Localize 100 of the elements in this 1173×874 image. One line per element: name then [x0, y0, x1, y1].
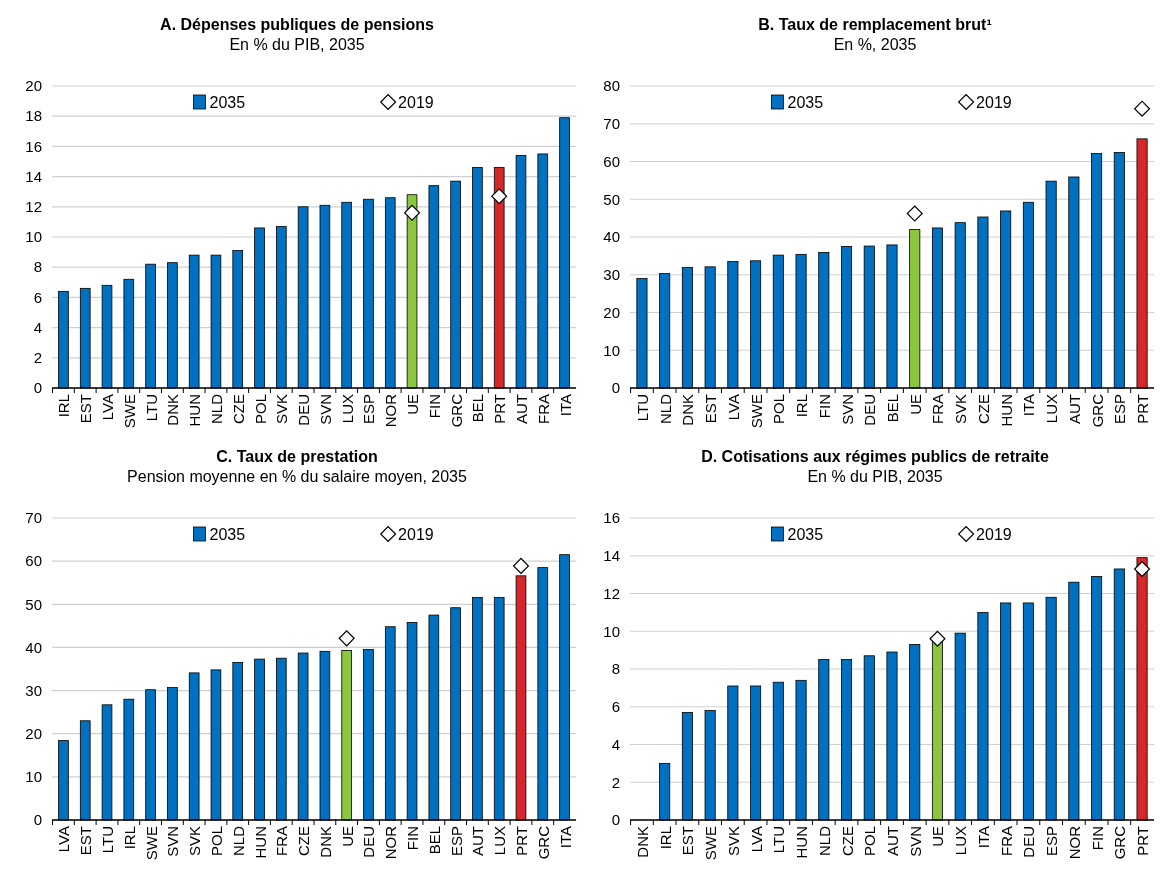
- y-tick-label: 6: [33, 288, 42, 306]
- x-tick-label: SVK: [273, 394, 291, 425]
- x-tick-label: LVA: [55, 826, 73, 853]
- y-tick-label: 20: [603, 303, 620, 321]
- x-tick-label: FRA: [273, 826, 291, 856]
- chart-title: C. Taux de prestation: [216, 448, 378, 465]
- y-tick-label: 4: [33, 318, 42, 336]
- y-tick-label: 10: [603, 341, 620, 359]
- y-tick-label: 6: [611, 698, 620, 715]
- x-tick-label: CZE: [229, 394, 247, 424]
- x-tick-label: LUX: [1043, 394, 1061, 424]
- x-tick-label: SWE: [747, 394, 765, 429]
- x-tick-label: CZE: [974, 394, 992, 424]
- x-tick-label: UE: [404, 394, 422, 415]
- x-tick-label: SVK: [724, 826, 742, 857]
- y-tick-label: 0: [33, 379, 42, 397]
- legend-label: 2035: [787, 525, 824, 543]
- x-tick-label: GRC: [1111, 825, 1129, 860]
- y-tick-label: 18: [25, 107, 42, 125]
- y-tick-label: 20: [25, 77, 42, 95]
- y-tick-label: 10: [25, 768, 42, 786]
- y-tick-label: 2: [611, 773, 620, 791]
- x-tick-label: GRC: [1088, 393, 1106, 428]
- x-tick-label: ESP: [447, 826, 465, 857]
- x-tick-label: IRL: [656, 826, 674, 850]
- y-tick-label: 60: [25, 552, 42, 570]
- x-tick-label: SWE: [120, 394, 138, 429]
- y-tick-label: 30: [25, 681, 42, 699]
- x-tick-label: EST: [679, 826, 697, 856]
- x-tick-label: POL: [861, 826, 879, 857]
- x-tick-label: PRT: [512, 826, 530, 856]
- x-tick-label: DNK: [164, 394, 182, 426]
- y-tick-label: 14: [25, 167, 42, 185]
- x-tick-label: AUT: [469, 826, 487, 856]
- y-tick-label: 50: [25, 595, 42, 613]
- legend-label: 2019: [398, 93, 434, 111]
- chart-title: A. Dépenses publiques de pensions: [160, 16, 435, 33]
- x-tick-label: FRA: [534, 394, 552, 424]
- x-tick-label: ITA: [974, 826, 992, 849]
- x-tick-label: EST: [702, 394, 720, 424]
- x-tick-label: ITA: [556, 826, 574, 849]
- x-tick-label: BEL: [884, 394, 901, 423]
- y-tick-label: 2: [33, 349, 42, 367]
- x-tick-label: ITA: [556, 394, 574, 417]
- x-tick-label: NOR: [382, 393, 400, 428]
- y-tick-label: 40: [25, 638, 42, 656]
- x-tick-label: SVN: [164, 826, 182, 857]
- x-tick-label: UE: [338, 826, 356, 847]
- x-tick-label: SVK: [952, 394, 970, 425]
- x-tick-label: NOR: [1065, 825, 1083, 860]
- x-tick-label: FIN: [815, 394, 833, 419]
- x-tick-label: HUN: [251, 826, 269, 859]
- x-tick-label: LUX: [338, 394, 356, 424]
- legend-label: 2019: [976, 525, 1012, 543]
- y-tick-label: 16: [603, 509, 620, 527]
- y-tick-label: 40: [603, 228, 620, 246]
- x-tick-label: LUX: [491, 826, 509, 856]
- x-tick-label: LTU: [770, 826, 788, 854]
- x-tick-label: AUT: [512, 394, 530, 424]
- y-tick-label: 0: [611, 811, 620, 829]
- x-tick-label: LTU: [142, 394, 160, 422]
- y-tick-label: 12: [603, 584, 620, 602]
- x-tick-label: NOR: [382, 825, 400, 860]
- x-tick-label: GRC: [447, 393, 465, 428]
- y-tick-label: 16: [25, 137, 42, 155]
- chart-subtitle: En %, 2035: [833, 36, 917, 53]
- y-tick-label: 30: [603, 266, 620, 283]
- x-tick-label: UE: [929, 826, 947, 847]
- x-tick-label: ESP: [360, 394, 378, 425]
- y-tick-label: 50: [603, 190, 620, 208]
- x-tick-label: SVN: [906, 826, 924, 857]
- x-tick-label: AUT: [884, 826, 901, 856]
- x-tick-label: HUN: [793, 826, 811, 859]
- x-tick-label: LTU: [99, 826, 117, 854]
- x-tick-label: CZE: [838, 826, 856, 856]
- chart-title: D. Cotisations aux régimes publics de retraite: [701, 448, 1049, 465]
- x-tick-label: FRA: [997, 826, 1015, 856]
- y-tick-label: 80: [603, 77, 620, 95]
- x-tick-label: LVA: [99, 394, 117, 421]
- chart-subtitle: En % du PIB, 2035: [807, 468, 943, 485]
- x-tick-label: NLD: [207, 393, 225, 425]
- x-tick-label: FRA: [929, 394, 947, 424]
- x-tick-label: POL: [251, 394, 269, 425]
- x-tick-label: SVK: [186, 826, 204, 857]
- legend-label: 2035: [209, 93, 246, 111]
- x-tick-label: PRT: [1134, 394, 1152, 424]
- x-tick-label: ESP: [1043, 826, 1061, 857]
- x-tick-label: FIN: [425, 394, 443, 419]
- y-tick-label: 0: [611, 379, 620, 397]
- x-tick-label: SWE: [142, 826, 160, 861]
- legend-label: 2019: [398, 525, 434, 543]
- y-tick-label: 0: [33, 811, 42, 829]
- y-tick-label: 8: [611, 660, 620, 678]
- x-tick-label: DNK: [679, 394, 697, 426]
- x-tick-label: BEL: [425, 826, 443, 855]
- x-tick-label: LTU: [633, 394, 651, 422]
- x-tick-label: EST: [77, 394, 95, 424]
- y-tick-label: 10: [25, 228, 42, 246]
- x-tick-label: DNK: [316, 826, 334, 858]
- legend-label: 2019: [976, 93, 1012, 111]
